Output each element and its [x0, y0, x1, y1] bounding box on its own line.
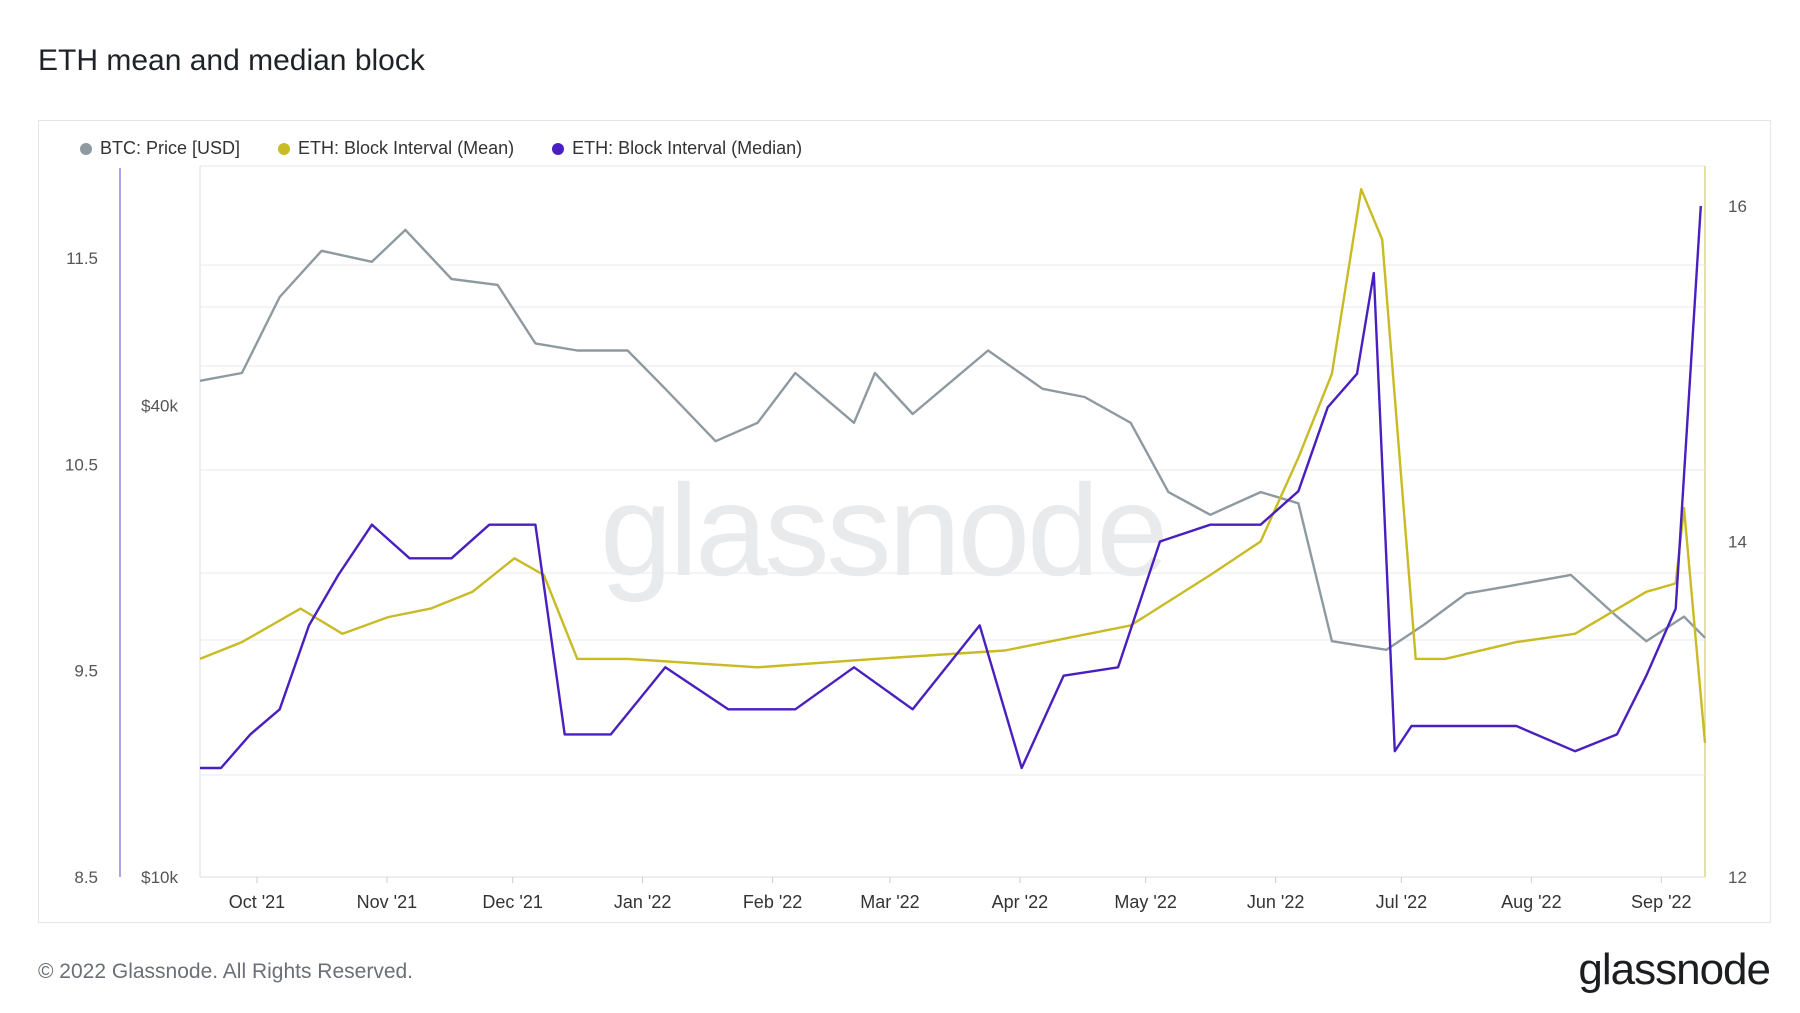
- x-tick-label-6: Apr '22: [992, 892, 1048, 912]
- legend-dot-price: [80, 142, 92, 155]
- x-tick-label-4: Feb '22: [743, 892, 802, 912]
- y-left-tick-1: 10.5: [65, 455, 98, 474]
- x-tick-label-1: Nov '21: [357, 892, 417, 912]
- x-tick-label-9: Jul '22: [1376, 892, 1427, 912]
- y-price-tick-0: $40k: [141, 396, 178, 415]
- copyright: © 2022 Glassnode. All Rights Reserved.: [38, 960, 414, 983]
- x-tick-label-11: Sep '22: [1631, 892, 1692, 912]
- x-tick-label-7: May '22: [1114, 892, 1176, 912]
- x-tick-label-5: Mar '22: [860, 892, 919, 912]
- x-tick-label-10: Aug '22: [1501, 892, 1562, 912]
- series-line-mean: [199, 188, 1707, 743]
- y-right-tick-0: 16: [1728, 197, 1747, 216]
- y-left-tick-0: 11.5: [66, 249, 98, 268]
- legend-dot-mean: [278, 142, 291, 155]
- chart-title: ETH mean and median block: [38, 44, 425, 77]
- series-line-price: [199, 228, 1706, 651]
- y-right-tick-2: 12: [1728, 868, 1747, 887]
- x-tick-label-8: Jun '22: [1247, 892, 1304, 912]
- x-tick-label-0: Oct '21: [229, 892, 285, 912]
- x-tick-label-2: Dec '21: [482, 892, 542, 912]
- chart-frame: [38, 120, 1771, 923]
- legend-label-mean: ETH: Block Interval (Mean): [298, 138, 515, 158]
- legend-label-price: BTC: Price [USD]: [100, 138, 241, 158]
- y-left-tick-2: 9.5: [74, 662, 98, 681]
- watermark: glassnode: [600, 457, 1169, 603]
- x-tick-label-3: Jan '22: [614, 892, 671, 912]
- legend-dot-median: [552, 142, 565, 155]
- glassnode-logo[interactable]: glassnode: [1578, 945, 1771, 994]
- legend-item-median[interactable]: ETH: Block Interval (Median): [552, 138, 802, 159]
- y-price-tick-1: $10k: [141, 868, 178, 887]
- legend-label-median: ETH: Block Interval (Median): [572, 138, 803, 158]
- series-line-median: [200, 205, 1702, 770]
- legend-item-mean[interactable]: ETH: Block Interval (Mean): [278, 138, 514, 159]
- legend-item-price[interactable]: BTC: Price [USD]: [80, 138, 240, 159]
- legend: BTC: Price [USD] ETH: Block Interval (Me…: [80, 138, 802, 159]
- y-right-tick-1: 14: [1728, 533, 1747, 552]
- y-left-tick-3: 8.5: [74, 868, 98, 887]
